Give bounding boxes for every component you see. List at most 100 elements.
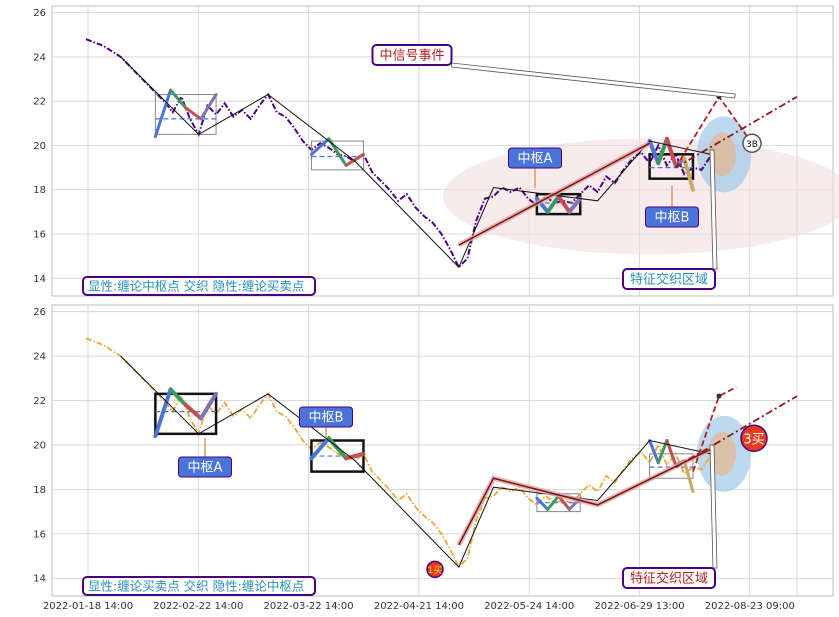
signal-marker-circle — [742, 133, 762, 154]
projection-line — [675, 395, 798, 468]
zhongshu-leg — [647, 139, 661, 166]
legend-box — [82, 576, 316, 596]
zhongshu-leg — [153, 387, 173, 439]
x-tick-label: 2022-06-29 13:00 — [594, 601, 684, 612]
signal-marker: 3买 — [740, 424, 768, 453]
bi-line — [120, 56, 711, 269]
callout-1: 中枢B — [645, 186, 699, 228]
projection-line — [675, 96, 798, 169]
signal-marker-label: 3买 — [743, 432, 764, 447]
interweave-core — [708, 431, 736, 476]
callout-label: 中枢B — [655, 211, 690, 226]
zhongshu-leg — [682, 458, 695, 494]
y-tick-label: 24 — [33, 352, 46, 363]
zhongshu-leg — [344, 451, 366, 461]
event-zone — [443, 138, 839, 255]
zhongshu-leg — [153, 88, 173, 139]
zhongshu-box — [154, 392, 218, 436]
x-tick-label: 2022-04-21 14:00 — [374, 601, 464, 612]
callout-label: 特征交织区域 — [630, 272, 708, 288]
interweave-core — [708, 132, 736, 177]
y-tick-label: 18 — [33, 485, 46, 496]
signal-marker-circle — [740, 424, 768, 453]
signal-marker: 3B — [742, 133, 762, 154]
callout-2: 特征交织区域 — [622, 444, 718, 589]
zhongshu-leg — [664, 136, 678, 168]
price-line — [85, 337, 712, 569]
legend-box — [82, 276, 316, 296]
zhongshu-leg — [682, 156, 695, 192]
y-tick-label: 24 — [33, 52, 46, 63]
zhongshu-leg — [183, 402, 203, 421]
callout-0: 中枢A — [178, 438, 232, 478]
zhongshu-leg — [199, 93, 218, 121]
legend-text: 显性:缠论中枢点 交织 隐性:缠论买卖点 — [88, 279, 304, 294]
y-tick-label: 14 — [33, 574, 46, 585]
callout-box — [622, 567, 716, 589]
x-tick-label: 2022-03-22 14:00 — [264, 601, 354, 612]
callout-box — [622, 268, 716, 290]
callout-box — [178, 456, 232, 478]
x-tick-label: 2022-01-18 14:00 — [43, 601, 133, 612]
legend: 显性:缠论买卖点 交织 隐性:缠论中枢点 — [82, 576, 316, 596]
callout-box — [371, 44, 453, 66]
callout-arrow — [450, 62, 736, 99]
y-tick-label: 22 — [33, 396, 46, 407]
segment-line — [458, 142, 650, 246]
zhongshu-leg — [648, 439, 660, 465]
callout-label: 中枢B — [309, 411, 344, 426]
callout-box — [299, 406, 353, 428]
zhongshu-leg — [535, 496, 550, 511]
y-tick-label: 22 — [33, 97, 46, 108]
projection-peak — [716, 393, 722, 399]
zhongshu-leg — [556, 194, 572, 214]
callout-arrow — [709, 149, 718, 270]
zhongshu-leg — [344, 152, 365, 167]
y-tick-label: 18 — [33, 185, 46, 196]
x-tick-label: 2022-05-24 14:00 — [484, 601, 574, 612]
callout-0: 中枢A — [508, 147, 562, 188]
callout-2: 中信号事件 — [371, 44, 736, 99]
legend-text: 显性:缠论买卖点 交织 隐性:缠论中枢点 — [88, 579, 304, 594]
callout-label: 中枢A — [188, 461, 223, 476]
y-tick-label: 20 — [33, 440, 46, 451]
signal-marker: 1买 — [426, 560, 444, 579]
y-tick-label: 14 — [33, 274, 46, 285]
x-axis: 2022-01-18 14:00 2022-02-22 14:00 2022-03-… — [43, 601, 795, 612]
zhongshu-leg — [557, 494, 571, 511]
callout-3: 特征交织区域 — [622, 149, 718, 290]
zhongshu-leg — [545, 194, 561, 214]
zhongshu-leg — [567, 196, 583, 214]
y-tick-label: 16 — [33, 230, 46, 241]
zhongshu-leg — [309, 137, 331, 156]
callout-label: 特征交织区域 — [630, 571, 708, 587]
zhongshu-leg — [546, 494, 561, 511]
y-tick-label: 26 — [33, 307, 46, 318]
zhongshu-leg — [656, 136, 669, 166]
zhongshu-leg — [168, 387, 188, 407]
callout-label: 中枢A — [518, 152, 553, 167]
projection-line — [692, 386, 737, 472]
callout-arrow — [709, 444, 718, 569]
x-tick-label: 2022-08-23 09:00 — [705, 601, 795, 612]
x-tick-label: 2022-02-22 14:00 — [153, 601, 243, 612]
y-tick-label: 26 — [33, 8, 46, 19]
zhongshu-leg — [309, 436, 331, 461]
signal-marker-circle — [426, 560, 444, 579]
price-line — [85, 38, 712, 269]
y-tick-label: 20 — [33, 141, 46, 152]
callout-box — [645, 206, 699, 228]
legend: 显性:缠论中枢点 交织 隐性:缠论买卖点 — [82, 276, 316, 296]
zhongshu-leg — [198, 391, 219, 421]
signal-marker-label: 3B — [746, 140, 758, 150]
zhongshu-leg — [184, 106, 203, 121]
zhongshu-leg — [169, 88, 188, 110]
zhongshu-box — [154, 94, 217, 135]
signal-marker-label: 1买 — [428, 565, 443, 576]
bi-line — [120, 355, 711, 568]
segment-line — [458, 448, 711, 546]
callout-1: 中枢B — [299, 406, 353, 437]
zhongshu-leg — [326, 436, 349, 461]
